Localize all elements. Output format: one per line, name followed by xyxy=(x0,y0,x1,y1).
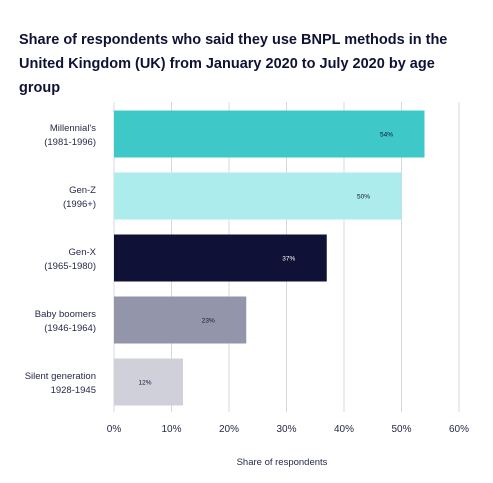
data-label: 12% xyxy=(138,380,151,387)
bar xyxy=(114,234,327,282)
category-label: (1965-1980) xyxy=(44,261,96,272)
x-tick-label: 0% xyxy=(107,424,122,435)
category-label: Gen-X xyxy=(69,247,97,258)
category-label: Baby boomers xyxy=(35,309,97,320)
data-label: 50% xyxy=(357,194,370,201)
category-label: (1946-1964) xyxy=(44,323,96,334)
category-label: (1981-1996) xyxy=(44,137,96,148)
x-tick-label: 30% xyxy=(276,424,296,435)
category-label: Gen-Z xyxy=(69,185,96,196)
bar xyxy=(114,296,247,344)
chart-title: Share of respondents who said they use B… xyxy=(19,32,448,96)
x-tick-label: 60% xyxy=(449,424,469,435)
category-label: 1928-1945 xyxy=(51,385,96,396)
x-tick-label: 40% xyxy=(334,424,354,435)
bar xyxy=(114,358,183,406)
bar xyxy=(114,172,402,220)
x-axis-title: Share of respondents xyxy=(237,457,328,468)
category-label: Millennial's xyxy=(50,123,96,134)
bar xyxy=(114,110,425,158)
data-label: 37% xyxy=(282,256,295,263)
bars xyxy=(114,110,425,406)
labels: 0% 10% 20% 30% 40% 50% 60% 54% Millennial's (1981… xyxy=(25,123,469,435)
x-tick-label: 10% xyxy=(161,424,181,435)
data-label: 23% xyxy=(202,318,215,325)
category-label: (1996+) xyxy=(63,199,96,210)
x-tick-label: 50% xyxy=(391,424,411,435)
data-label: 54% xyxy=(380,132,393,139)
category-label: Silent generation xyxy=(25,371,96,382)
x-tick-label: 20% xyxy=(219,424,239,435)
